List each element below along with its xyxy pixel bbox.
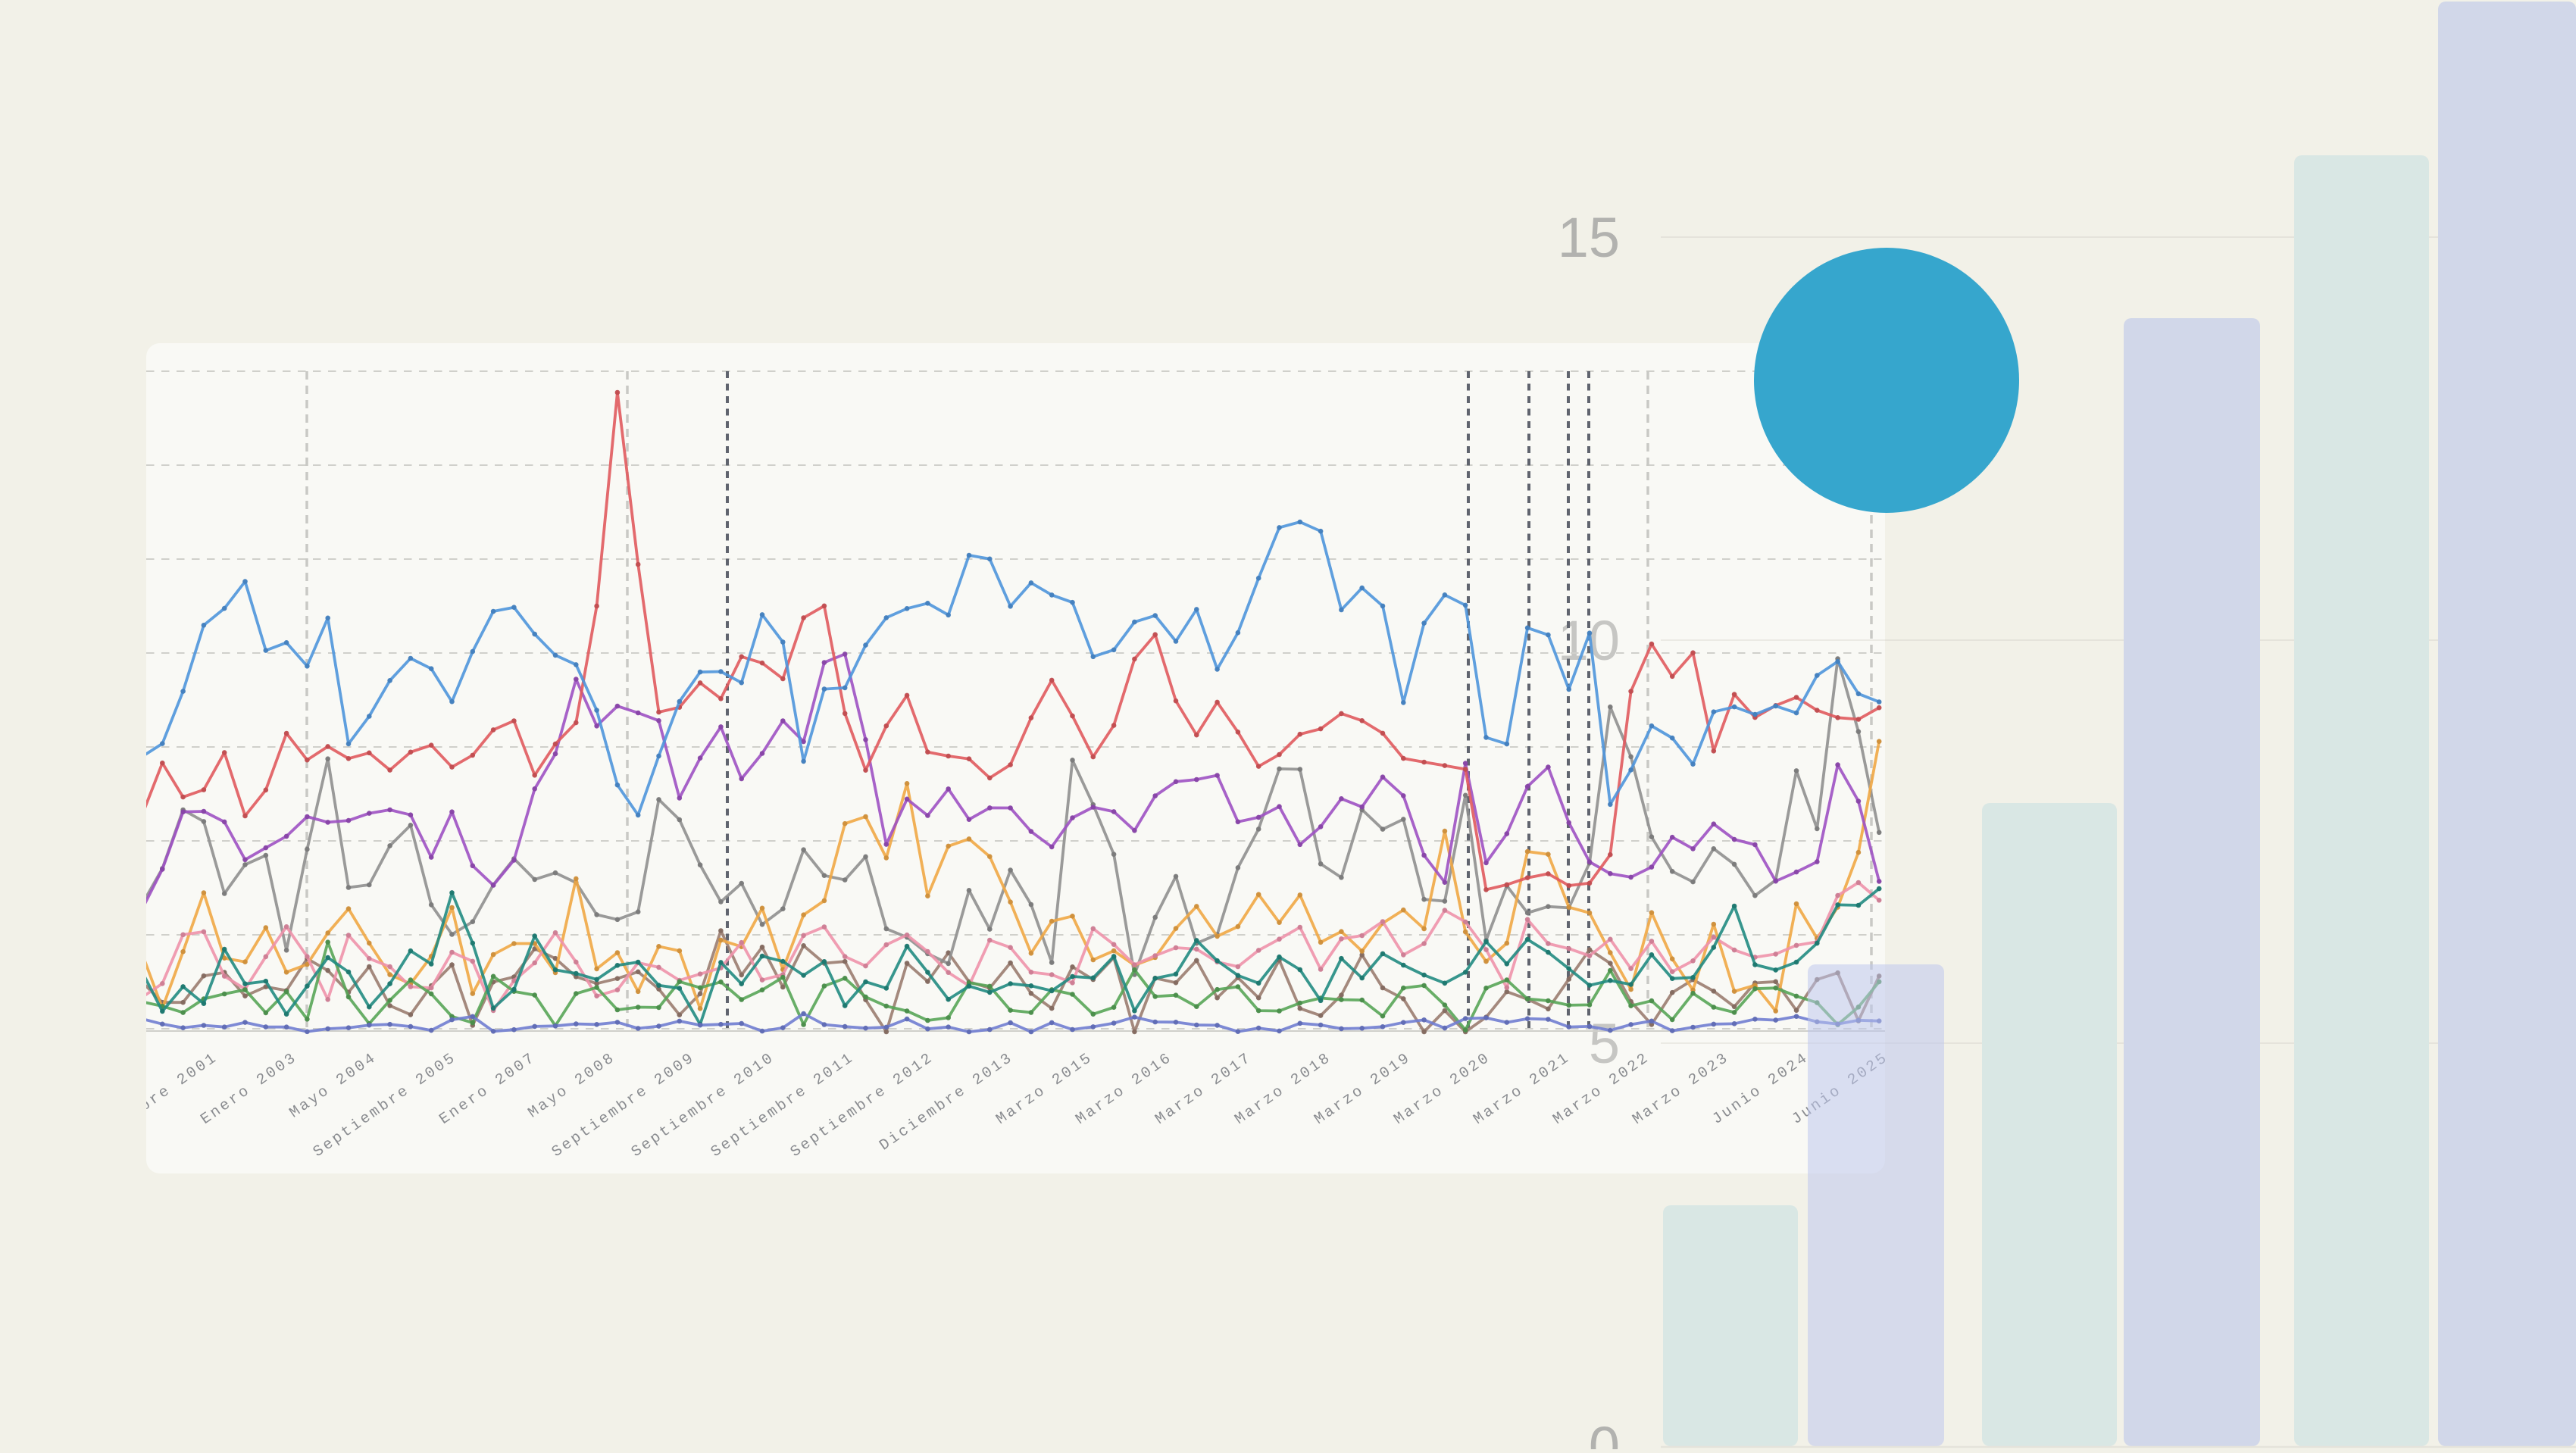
svg-text:15: 15 bbox=[1558, 206, 1620, 269]
svg-text:0: 0 bbox=[1589, 1415, 1620, 1449]
svg-text:5: 5 bbox=[1589, 1012, 1620, 1075]
